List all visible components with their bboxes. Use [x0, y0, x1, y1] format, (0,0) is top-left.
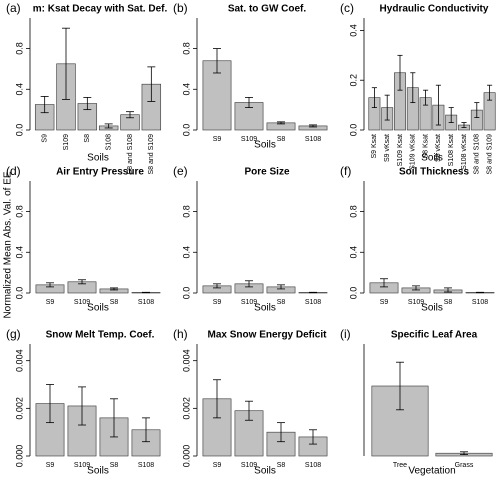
y-tick-label: 0.4 [181, 83, 191, 96]
x-tick-label: S108 vKsat [461, 134, 468, 170]
x-axis-label: Soils [421, 153, 443, 164]
x-tick-label: S108 [138, 299, 154, 306]
panel-label: (b) [173, 1, 188, 15]
x-tick-label: S8 and S108 [474, 134, 481, 175]
x-tick-label: S8 [110, 462, 119, 469]
y-axis-label: Normalized Mean Abs. Val. of EE [3, 171, 14, 318]
x-tick-label: S109 Ksat [397, 134, 404, 166]
y-tick-label: 0.004 [14, 349, 24, 372]
chart-title: Air Entry Pressure [56, 167, 144, 178]
x-tick-label: S8 [277, 136, 286, 143]
x-tick-label: S9 [42, 134, 49, 143]
x-tick-label: S109 [241, 462, 257, 469]
x-tick-label: S108 [106, 134, 113, 150]
y-tick-label: 0.4 [14, 246, 24, 259]
y-tick-label: 0.8 [181, 205, 191, 218]
x-tick-label: Tree [393, 462, 407, 469]
x-tick-label: S8 and S108 [127, 134, 134, 175]
chart-title: Sat. to GW Coef. [228, 4, 307, 15]
x-tick-label: S108 [138, 462, 154, 469]
x-tick-label: S109 vKsat [410, 134, 417, 170]
x-tick-label: S8 and S109 [148, 134, 155, 175]
y-tick-label: 0.0 [181, 124, 191, 137]
x-tick-label: S109 [241, 299, 257, 306]
chart-title: Snow Melt Temp. Coef. [46, 330, 155, 341]
x-tick-label: S108 [305, 136, 321, 143]
x-tick-label: S9 [213, 136, 222, 143]
x-axis-label: Soils [254, 140, 276, 151]
y-tick-label: 0.0 [348, 124, 358, 137]
chart-title: Pore Size [244, 167, 289, 178]
x-tick-label: S109 [241, 136, 257, 143]
x-tick-label: S108 [472, 299, 488, 306]
x-tick-label: S9 [380, 299, 389, 306]
chart-title: m: Ksat Decay with Sat. Def. [33, 4, 168, 15]
bar [35, 403, 65, 457]
x-axis-label: Soils [421, 303, 443, 314]
y-tick-label: 0.0 [181, 287, 191, 300]
chart-title: Specific Leaf Area [391, 330, 478, 341]
x-tick-label: S8 [110, 299, 119, 306]
x-tick-label: S8 [277, 462, 286, 469]
x-tick-label: S9 [46, 462, 55, 469]
y-tick-label: 0.000 [14, 445, 24, 468]
y-tick-label: 0.002 [14, 397, 24, 420]
panel-label: (c) [340, 1, 354, 15]
x-tick-label: S9 [213, 299, 222, 306]
y-tick-label: 0.002 [181, 397, 191, 420]
y-tick-label: 0.000 [181, 445, 191, 468]
panel-label: (i) [340, 327, 351, 341]
x-axis-label: Soils [87, 153, 109, 164]
y-tick-label: 0.4 [14, 83, 24, 96]
x-tick-label: S9 vKsat [384, 134, 391, 162]
x-axis-label: Soils [87, 303, 109, 314]
panel-label: (e) [173, 164, 188, 178]
y-tick-label: 0.0 [14, 287, 24, 300]
x-axis-label: Vegetation [408, 466, 455, 477]
x-tick-label: S108 Ksat [448, 134, 455, 166]
y-tick-label: 0.8 [14, 205, 24, 218]
panel-label: (g) [6, 327, 21, 341]
x-tick-label: S109 [74, 462, 90, 469]
x-tick-label: S109 [63, 134, 70, 150]
x-tick-label: Grass [455, 462, 474, 469]
chart-title: Max Snow Energy Deficit [208, 330, 328, 341]
x-tick-label: S8 and S109 [486, 134, 493, 175]
y-tick-label: 0.8 [14, 42, 24, 55]
x-axis-label: Soils [254, 303, 276, 314]
x-tick-label: S8 [84, 134, 91, 143]
x-tick-label: S8 vKsat [435, 134, 442, 162]
x-tick-label: S108 [305, 462, 321, 469]
x-tick-label: S8 [444, 299, 453, 306]
x-tick-label: S108 [305, 299, 321, 306]
panel-label: (h) [173, 327, 188, 341]
y-tick-label: 0.4 [181, 246, 191, 259]
x-tick-label: S8 Ksat [422, 134, 429, 159]
x-axis-label: Soils [254, 466, 276, 477]
panel-label: (d) [6, 164, 21, 178]
y-tick-label: 0.2 [348, 74, 358, 87]
y-tick-label: 0.0 [14, 124, 24, 137]
x-axis-label: Soils [87, 466, 109, 477]
x-tick-label: S9 [213, 462, 222, 469]
y-tick-label: 0.0 [348, 287, 358, 300]
x-tick-label: S8 [277, 299, 286, 306]
bar [67, 405, 97, 457]
x-tick-label: S109 [408, 299, 424, 306]
chart-title: Soil Thickness [399, 167, 469, 178]
y-tick-label: 0.8 [348, 205, 358, 218]
y-tick-label: 0.8 [181, 42, 191, 55]
chart-title: Hydraulic Conductivity [380, 4, 489, 15]
x-tick-label: S109 [74, 299, 90, 306]
x-tick-label: S9 Ksat [371, 134, 378, 159]
y-tick-label: 0.4 [348, 24, 358, 37]
x-tick-label: S9 [46, 299, 55, 306]
panel-label: (a) [6, 1, 21, 15]
panel-label: (f) [340, 164, 351, 178]
y-tick-label: 0.004 [181, 349, 191, 372]
y-tick-label: 0.4 [348, 246, 358, 259]
